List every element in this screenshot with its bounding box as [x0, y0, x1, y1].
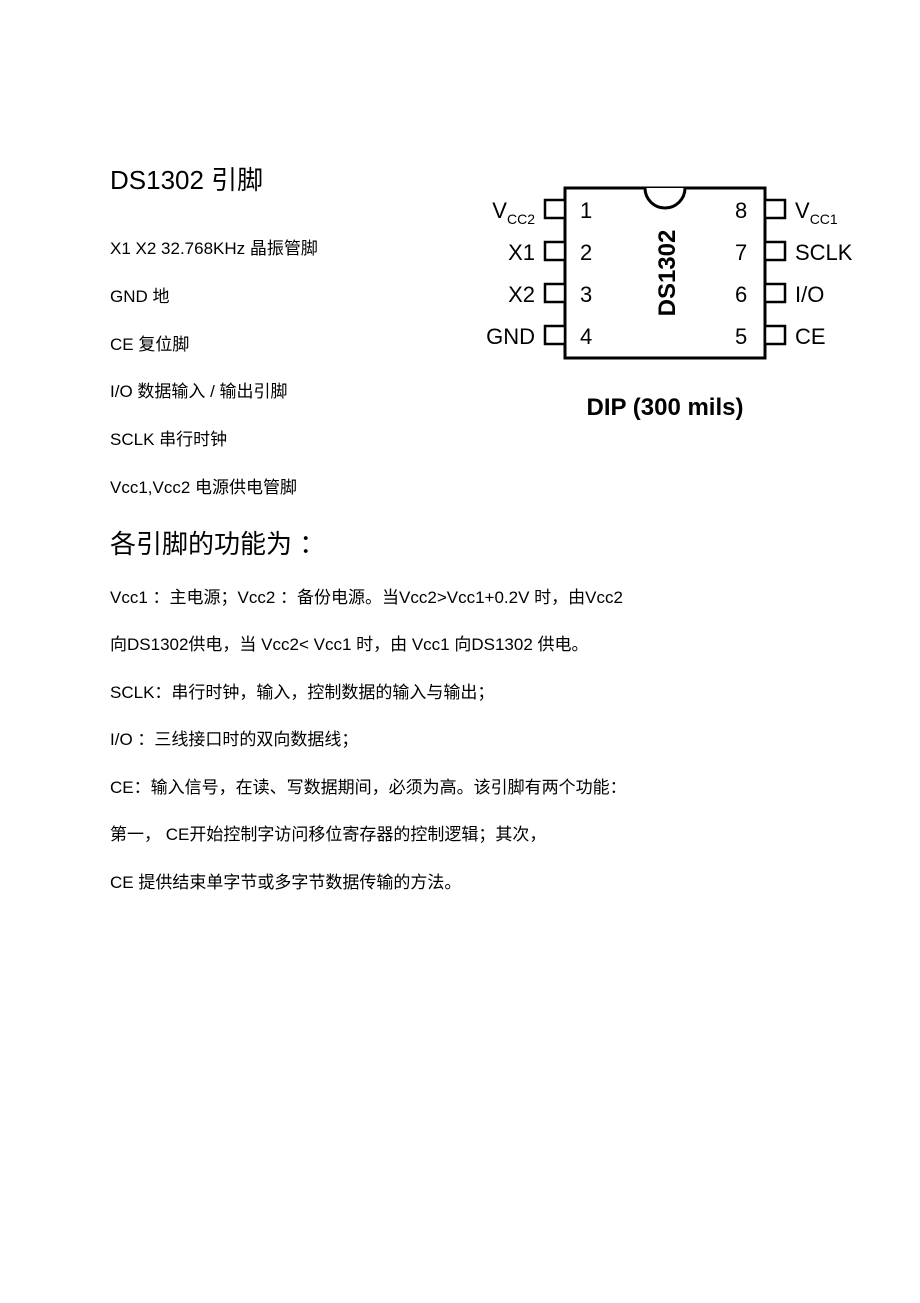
pin-leg — [545, 326, 565, 344]
pin-label: I/O — [795, 282, 824, 307]
paragraph: CE：输入信号，在读、写数据期间，必须为高。该引脚有两个功能： — [110, 775, 810, 801]
paragraph: CE 提供结束单字节或多字节数据传输的方法。 — [110, 870, 810, 896]
pin-label: GND — [486, 324, 535, 349]
pin-leg — [545, 200, 565, 218]
chip-svg: 1 2 3 4 8 7 6 5 DS1302 VCC2 X1 X2 GND VC… — [435, 178, 895, 378]
pin-row: SCLK 串行时钟 — [110, 428, 810, 452]
section-heading: 各引脚的功能为 ： — [110, 524, 810, 561]
pin-label: X2 — [508, 282, 535, 307]
chip-name-label: DS1302 — [654, 230, 681, 317]
chip-diagram: 1 2 3 4 8 7 6 5 DS1302 VCC2 X1 X2 GND VC… — [435, 178, 895, 422]
pin-label: VCC1 — [795, 198, 838, 227]
pin-number: 6 — [735, 282, 747, 307]
document-page: DS1302 引脚 X1 X2 32.768KHz 晶振管脚 GND 地 CE … — [0, 0, 920, 1303]
pin-number: 4 — [580, 324, 592, 349]
pin-leg — [765, 326, 785, 344]
pin-label: VCC2 — [492, 198, 535, 227]
pin-number: 7 — [735, 240, 747, 265]
pin-label: X1 — [508, 240, 535, 265]
pin-leg — [545, 284, 565, 302]
pin-function-description: Vcc1 ：主电源；Vcc2 ：备份电源。当Vcc2>Vcc1+0.2V 时，由… — [110, 585, 810, 896]
pin-leg — [545, 242, 565, 260]
pin-label: SCLK — [795, 240, 853, 265]
paragraph: 第一， CE开始控制字访问移位寄存器的控制逻辑；其次， — [110, 822, 810, 848]
pin-leg — [765, 242, 785, 260]
pin-number: 1 — [580, 198, 592, 223]
pin-number: 3 — [580, 282, 592, 307]
pin-label: CE — [795, 324, 826, 349]
pin-leg — [765, 284, 785, 302]
paragraph: Vcc1 ：主电源；Vcc2 ：备份电源。当Vcc2>Vcc1+0.2V 时，由… — [110, 585, 810, 611]
chip-caption: DIP (300 mils) — [435, 394, 895, 422]
pin-leg — [765, 200, 785, 218]
paragraph: I/O ：三线接口时的双向数据线； — [110, 727, 810, 753]
pin-number: 8 — [735, 198, 747, 223]
paragraph: 向DS1302供电，当 Vcc2< Vcc1 时，由 Vcc1 向DS1302 … — [110, 632, 810, 658]
paragraph: SCLK：串行时钟，输入，控制数据的输入与输出； — [110, 680, 810, 706]
pin-number: 2 — [580, 240, 592, 265]
pin-row: Vcc1,Vcc2 电源供电管脚 — [110, 476, 810, 500]
pin-number: 5 — [735, 324, 747, 349]
